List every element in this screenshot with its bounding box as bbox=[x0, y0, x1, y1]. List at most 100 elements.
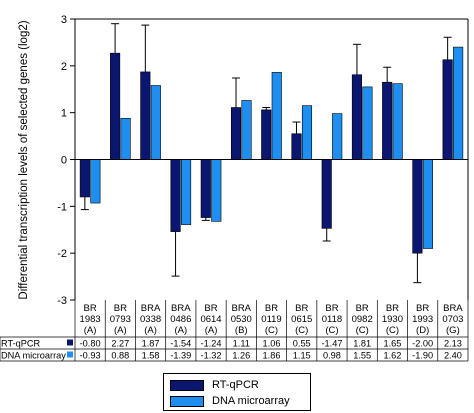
bar bbox=[79, 159, 90, 198]
bar bbox=[261, 109, 272, 160]
category-label: (A) bbox=[205, 325, 218, 336]
y-axis-label: Differential transcription levels of sel… bbox=[18, 20, 30, 299]
category-label: 0793 bbox=[110, 314, 131, 325]
y-tick-label: 1 bbox=[61, 108, 67, 120]
legend-item-rt-qpcr: RT-qPCR bbox=[170, 378, 259, 392]
bar bbox=[321, 159, 332, 229]
bar bbox=[140, 71, 151, 160]
legend: RT-qPCR DNA microarray bbox=[163, 373, 311, 411]
data-label: -1.39 bbox=[170, 351, 191, 361]
category-label: 1930 bbox=[382, 314, 403, 325]
data-label: -1.47 bbox=[321, 339, 342, 349]
data-label: -1.90 bbox=[412, 351, 433, 361]
category-label: BR bbox=[416, 303, 429, 314]
category-label: 0614 bbox=[200, 314, 221, 325]
data-label: 1.58 bbox=[142, 351, 160, 361]
bar bbox=[200, 159, 211, 218]
y-tick-label: 0 bbox=[61, 155, 67, 167]
category-label: (C) bbox=[295, 325, 308, 336]
category-label: BRA bbox=[171, 303, 191, 314]
data-label: 0.55 bbox=[293, 339, 311, 349]
errors-layer bbox=[80, 23, 452, 284]
bar bbox=[271, 72, 282, 160]
table-series-label: RT-qPCR bbox=[1, 339, 41, 349]
data-label: 1.55 bbox=[353, 351, 371, 361]
data-label: 2.27 bbox=[111, 339, 129, 349]
category-label: BR bbox=[204, 303, 217, 314]
axis-layer: -3 -2 -1 0 1 2 3 bbox=[57, 14, 469, 307]
category-label: BR bbox=[84, 303, 97, 314]
bar bbox=[351, 74, 362, 160]
data-label: -1.54 bbox=[170, 339, 191, 349]
y-tick-label: 2 bbox=[61, 61, 67, 73]
data-label: 2.40 bbox=[444, 351, 462, 361]
table-series-label: DNA microarray bbox=[1, 351, 66, 361]
data-label: 1.81 bbox=[353, 339, 371, 349]
category-label: 0486 bbox=[170, 314, 191, 325]
category-label: 0338 bbox=[140, 314, 161, 325]
bar bbox=[453, 46, 464, 160]
data-label: 2.13 bbox=[444, 339, 462, 349]
bar bbox=[332, 113, 343, 160]
category-label: (C) bbox=[265, 325, 278, 336]
table-series-swatch bbox=[67, 351, 73, 358]
category-label: BR bbox=[386, 303, 399, 314]
bar bbox=[362, 86, 373, 160]
y-tick-label: -3 bbox=[57, 295, 67, 307]
bars-layer bbox=[79, 46, 464, 254]
data-label: -0.80 bbox=[80, 339, 101, 349]
bar bbox=[230, 107, 242, 160]
data-label: -0.93 bbox=[80, 351, 101, 361]
category-label: 0118 bbox=[322, 314, 342, 325]
legend-label-dna-microarray: DNA microarray bbox=[212, 395, 290, 407]
category-label: 1993 bbox=[412, 314, 433, 325]
category-label: BRA bbox=[231, 303, 251, 314]
category-label: (C) bbox=[325, 325, 338, 336]
bar bbox=[291, 133, 302, 160]
category-label: BR bbox=[265, 303, 278, 314]
data-label: -1.32 bbox=[201, 351, 222, 361]
category-label: (D) bbox=[416, 325, 429, 336]
bar bbox=[241, 100, 252, 160]
bar bbox=[90, 159, 101, 204]
category-label: (C) bbox=[386, 325, 399, 336]
bar bbox=[301, 105, 313, 160]
category-label: BR bbox=[295, 303, 308, 314]
data-label: -2.00 bbox=[412, 339, 433, 349]
legend-swatch-dna-microarray bbox=[170, 395, 204, 407]
legend-item-dna-microarray: DNA microarray bbox=[170, 394, 290, 408]
category-label: 0119 bbox=[261, 314, 281, 325]
y-tick-label: -1 bbox=[57, 201, 67, 213]
data-label: 1.26 bbox=[232, 351, 250, 361]
data-label: 1.87 bbox=[142, 339, 160, 349]
category-label: (G) bbox=[446, 325, 460, 336]
y-tick-label: -2 bbox=[57, 248, 67, 260]
data-table: BR1983(A)BR0793(A)BRA0338(A)BRA0486(A)BR… bbox=[0, 300, 469, 362]
bar bbox=[120, 117, 131, 160]
data-label: 1.15 bbox=[293, 351, 311, 361]
bar bbox=[392, 83, 403, 160]
bar bbox=[110, 52, 121, 160]
category-label: 0530 bbox=[231, 314, 252, 325]
bar bbox=[442, 59, 453, 160]
data-label: -1.24 bbox=[201, 339, 222, 349]
category-label: BRA bbox=[141, 303, 161, 314]
bar bbox=[412, 159, 423, 254]
category-label: BR bbox=[114, 303, 127, 314]
table-series-swatch bbox=[67, 339, 73, 346]
data-label: 1.86 bbox=[263, 351, 281, 361]
bar bbox=[181, 159, 192, 225]
data-label: 1.06 bbox=[263, 339, 281, 349]
category-label: BR bbox=[325, 303, 338, 314]
y-tick-label: 3 bbox=[61, 14, 67, 26]
category-label: 0703 bbox=[442, 314, 463, 325]
bar bbox=[382, 81, 393, 160]
data-label: 1.62 bbox=[383, 351, 401, 361]
category-label: BRA bbox=[443, 303, 463, 314]
category-label: (C) bbox=[356, 325, 369, 336]
bar bbox=[422, 159, 433, 249]
legend-label-rt-qpcr: RT-qPCR bbox=[212, 379, 259, 391]
category-label: (A) bbox=[144, 325, 157, 336]
category-label: 0615 bbox=[291, 314, 312, 325]
